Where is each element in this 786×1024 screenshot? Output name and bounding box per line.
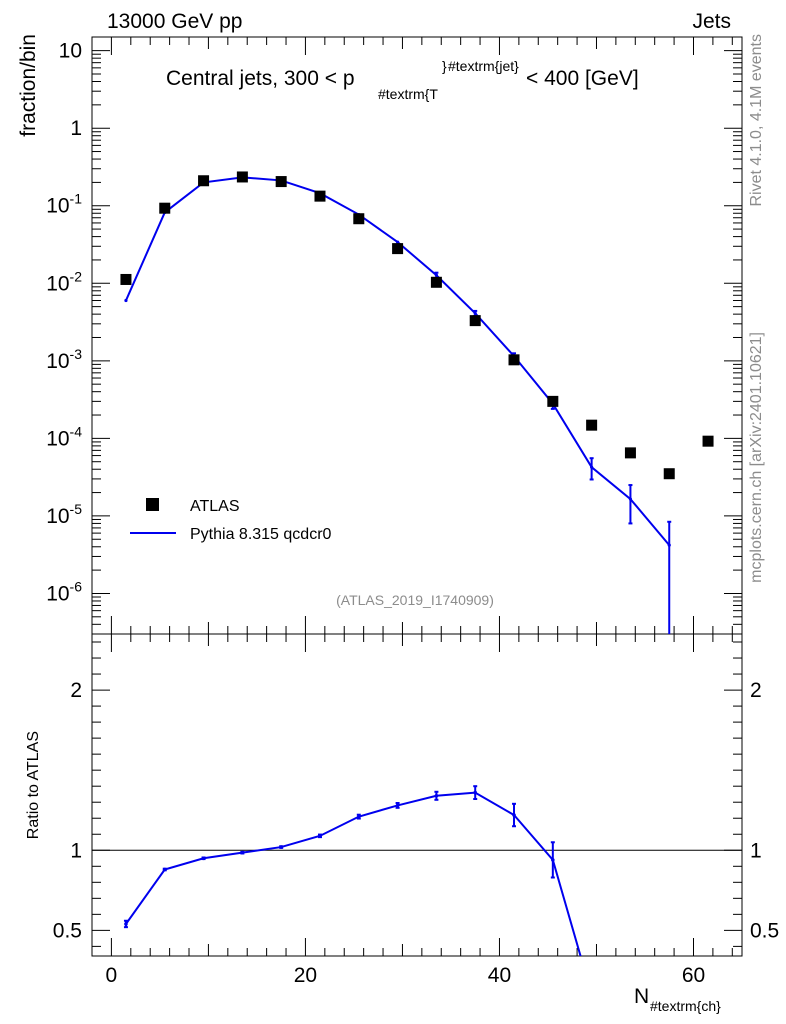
ratio-y-tick-label: 0.5 (53, 919, 82, 942)
legend-data-label: ATLAS (190, 498, 240, 515)
y-tick-label: 10-2 (46, 268, 82, 295)
x-axis-label: N #textrm{ch} (634, 985, 721, 1014)
title-close: } (442, 58, 447, 74)
x-tick-label: 40 (488, 964, 511, 987)
header-right: Jets (692, 10, 731, 33)
atlas-point (547, 395, 559, 407)
ratio-point (590, 993, 594, 997)
ratio-point (356, 814, 361, 819)
legend-mc-label: Pythia 8.315 qcdcr0 (190, 526, 332, 543)
ratio-line (125, 791, 582, 956)
atlas-point (120, 273, 132, 285)
title-sup: #textrm{jet} (448, 58, 519, 74)
ratio-marks (123, 785, 594, 997)
ratio-ylabel: Ratio to ATLAS (25, 731, 42, 839)
atlas-point (586, 419, 598, 431)
ratio-point (473, 790, 478, 795)
atlas-point (314, 190, 326, 202)
atlas-point (275, 176, 287, 188)
mc-point (590, 465, 594, 469)
legend-data-marker (146, 498, 159, 511)
y-tick-label: 10-3 (46, 346, 82, 373)
ratio-point (162, 867, 167, 872)
atlas-point (430, 276, 442, 288)
y-tick-label: 1 (70, 117, 82, 140)
mc-point (628, 497, 633, 501)
ratio-point (395, 803, 400, 808)
ratio-point (318, 834, 322, 838)
ratio-y-tick-label: 1 (70, 839, 82, 862)
ratio-y-tick-label: 2 (70, 679, 82, 702)
y-tick-label: 10-5 (46, 501, 82, 528)
atlas-point (236, 171, 248, 183)
analysis-id: (ATLAS_2019_I1740909) (336, 592, 494, 608)
y-tick-label: 10-6 (46, 578, 82, 605)
legend: ATLAS Pythia 8.315 qcdcr0 (130, 498, 332, 543)
ratio-point (279, 845, 283, 849)
x-tick-label: 60 (682, 964, 705, 987)
x-tick-label: 20 (294, 964, 317, 987)
y-tick-label: 10-1 (46, 191, 82, 218)
ratio-point (124, 922, 128, 926)
atlas-point (702, 435, 714, 447)
mcplots-label: mcplots.cern.ch [arXiv:2401.10621] (748, 332, 765, 583)
mc-line (125, 176, 671, 546)
mc-point (667, 543, 671, 547)
ratio-point (551, 858, 555, 862)
atlas-point (624, 447, 636, 459)
ratio-point (434, 794, 439, 798)
ratio-point (240, 850, 245, 855)
axes: 0 20 40 60 10-6 10-5 10-4 10-3 10-2 10-1 1 10 0.5 0.5… (46, 36, 779, 987)
y-tick-label: 10-4 (46, 423, 82, 450)
mc-point (124, 298, 128, 303)
mc-point (473, 311, 477, 315)
ratio-y-tick-label-right: 1 (750, 839, 762, 862)
atlas-point (159, 202, 171, 214)
ratio-point (512, 813, 516, 817)
atlas-point (353, 213, 365, 225)
chart-title: Central jets, 300 < p #textrm{T #textrm{… (166, 58, 639, 102)
x-tick-label: 0 (106, 964, 118, 987)
atlas-point (198, 175, 210, 187)
atlas-point (392, 243, 404, 255)
mc-point (434, 273, 439, 277)
ratio-y-tick-label-right: 2 (750, 679, 762, 702)
atlas-point (469, 315, 481, 327)
rivet-label: Rivet 4.1.0, 4.1M events (748, 34, 765, 207)
y-tick-label: 10 (59, 40, 82, 63)
atlas-point (663, 468, 675, 480)
main-frame (91, 36, 743, 635)
title-main: Central jets, 300 < p (166, 67, 355, 90)
title-sub: #textrm{T (378, 86, 438, 102)
header-left: 13000 GeV pp (107, 10, 242, 33)
atlas-point (508, 354, 520, 366)
data-marks (120, 171, 714, 997)
title-rest: < 400 [GeV] (526, 67, 639, 90)
xlabel-main: N (634, 985, 649, 1008)
ratio-y-tick-label-right: 0.5 (750, 919, 779, 942)
mc-point (395, 240, 400, 244)
ratio-frame (91, 633, 743, 957)
xlabel-sub: #textrm{ch} (650, 998, 721, 1014)
main-ylabel: fraction/bin (17, 34, 40, 137)
ratio-point (201, 856, 206, 861)
